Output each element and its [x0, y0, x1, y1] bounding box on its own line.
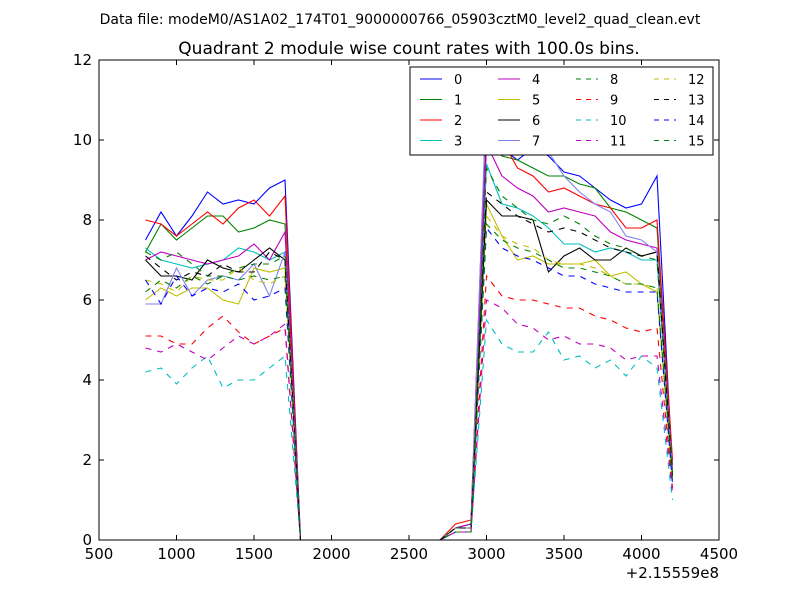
suptitle: Data file: modeM0/AS1A02_174T01_90000007…	[100, 12, 701, 28]
y-tick-label: 8	[82, 211, 92, 229]
y-tick-label: 4	[82, 371, 92, 389]
legend-label-9: 9	[610, 94, 618, 109]
x-tick-label: 3500	[545, 545, 583, 563]
legend-label-2: 2	[454, 114, 462, 129]
x-tick-label: 4000	[622, 545, 660, 563]
legend-label-8: 8	[610, 73, 618, 88]
legend-label-12: 12	[688, 73, 705, 88]
legend-label-4: 4	[532, 73, 540, 88]
x-tick-label: 1500	[235, 545, 273, 563]
y-tick-label: 2	[82, 451, 92, 469]
legend-label-3: 3	[454, 135, 462, 150]
ticks-layer: 500 1000 1500 2000 2500 3000 3500 4000 4500 0 2 4 6 8…	[73, 51, 738, 563]
legend-frame	[409, 66, 714, 156]
x-offset-label: +2.15559e8	[626, 564, 719, 582]
legend-label-7: 7	[532, 135, 540, 150]
legend-label-15: 15	[688, 135, 705, 150]
series-line-8	[145, 166, 674, 541]
series-line-11	[145, 299, 674, 541]
y-tick-label: 6	[82, 291, 92, 309]
x-tick-label: 4500	[700, 545, 738, 563]
y-tick-label: 0	[82, 531, 92, 549]
legend-label-13: 13	[688, 94, 705, 109]
x-tick-label: 500	[85, 545, 114, 563]
legend-label-14: 14	[688, 114, 705, 129]
legend-label-10: 10	[610, 114, 627, 129]
y-tick-label: 12	[73, 51, 92, 69]
x-tick-label: 2500	[390, 545, 428, 563]
x-tick-label: 1000	[157, 545, 195, 563]
legend-label-5: 5	[532, 94, 540, 109]
x-tick-label: 3000	[467, 545, 505, 563]
legend-label-6: 6	[532, 114, 540, 129]
legend-label-1: 1	[454, 94, 462, 109]
y-tick-label: 10	[73, 131, 92, 149]
x-tick-label: 2000	[312, 545, 350, 563]
chart-title: Quadrant 2 module wise count rates with …	[178, 39, 639, 59]
legend-label-0: 0	[454, 73, 462, 88]
legend-label-11: 11	[610, 135, 627, 150]
